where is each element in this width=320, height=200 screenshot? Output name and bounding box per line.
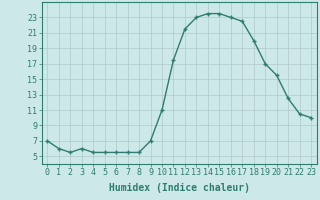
X-axis label: Humidex (Indice chaleur): Humidex (Indice chaleur) — [109, 183, 250, 193]
